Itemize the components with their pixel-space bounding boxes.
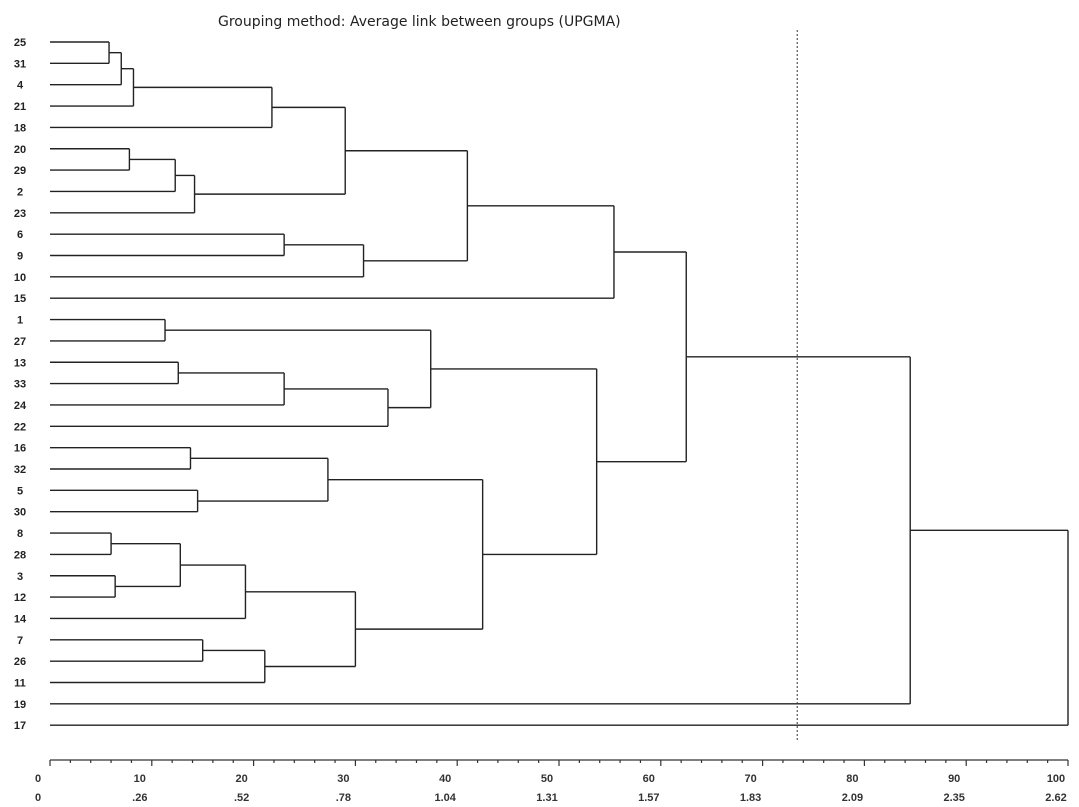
x-tick-label: 90: [948, 773, 960, 785]
x-distance-tick-label: 2.62: [1045, 792, 1066, 802]
x-tick-label: 30: [337, 773, 349, 785]
leaf-label: 29: [14, 165, 26, 177]
merge-n24: [50, 564, 247, 620]
leaf-label: 13: [14, 357, 26, 369]
leaf-label: 27: [14, 336, 26, 348]
leaf-label: 20: [14, 144, 26, 156]
leaf-label: 24: [14, 400, 27, 412]
leaf-label: 18: [14, 122, 26, 134]
dendrogram-branches: [50, 41, 1069, 726]
x-tick-label: 70: [744, 773, 756, 785]
chart-title: Grouping method: Average link between gr…: [218, 14, 621, 30]
x-distance-tick-label: 0: [35, 792, 41, 802]
leaf-label: 7: [17, 635, 23, 647]
leaf-label: 9: [17, 251, 23, 263]
x-tick-label: 0: [35, 773, 41, 785]
merge-n23: [111, 543, 182, 588]
x-distance-tick-label: .26: [132, 792, 147, 802]
merge-n28: [327, 478, 484, 630]
leaf-label: 11: [14, 678, 26, 690]
x-tick-label: 20: [235, 773, 247, 785]
merge-n20: [190, 457, 329, 502]
leaf-label: 10: [14, 272, 26, 284]
merge-n7: [50, 174, 196, 214]
leaf-label: 28: [14, 549, 26, 561]
x-axis: 0 10 20 30 40 50 60 70 80 90 100 0 .26 .52 .78 1.04 1.31…: [35, 759, 1069, 804]
leaf-label: 16: [14, 443, 26, 455]
merge-n31: [50, 356, 911, 705]
merge-n6: [50, 158, 176, 193]
merge-n16: [50, 388, 389, 427]
leaf-label: 30: [14, 507, 26, 519]
merge-n22: [50, 575, 116, 598]
leaf-label: 21: [14, 101, 26, 113]
x-tick-label: 10: [134, 773, 146, 785]
merge-n14: [50, 361, 179, 385]
x-tick-label: 40: [439, 773, 451, 785]
merge-n9: [50, 233, 285, 257]
leaf-label: 1: [17, 315, 23, 327]
leaf-label: 4: [17, 80, 24, 92]
leaf-label: 5: [17, 485, 23, 497]
x-distance-tick-label: 1.57: [638, 792, 659, 802]
merge-n2: [50, 51, 122, 86]
merge-n18: [50, 446, 192, 470]
merge-n5: [50, 148, 131, 171]
merge-n32: [50, 529, 1069, 726]
leaf-label: 23: [14, 208, 26, 220]
leaf-label: 17: [14, 720, 26, 732]
merge-n25: [50, 639, 204, 662]
merge-n8: [194, 106, 346, 195]
merge-n10: [50, 244, 365, 278]
x-distance-tick-label: .78: [336, 792, 351, 802]
leaf-label: 3: [17, 571, 23, 583]
merge-n29: [430, 368, 598, 556]
leaf-label: 12: [14, 592, 26, 604]
leaf-label: 6: [17, 229, 23, 241]
merge-n26: [50, 649, 266, 684]
merge-n17: [165, 329, 432, 409]
merge-n12: [50, 205, 615, 299]
x-distance-tick-label: 1.04: [434, 792, 456, 802]
x-distance-tick-label: 1.83: [740, 792, 761, 802]
leaf-label: 14: [14, 613, 27, 625]
leaf-label: 31: [14, 58, 26, 70]
leaf-label: 8: [17, 528, 23, 540]
merge-n13: [50, 318, 166, 342]
merge-n15: [50, 372, 285, 406]
merge-n21: [50, 532, 112, 556]
leaf-label: 32: [14, 464, 26, 476]
leaf-label: 25: [14, 37, 26, 49]
x-distance-tick-label: 2.35: [943, 792, 964, 802]
x-distance-tick-label: 2.09: [842, 792, 863, 802]
leaf-label: 33: [14, 379, 26, 391]
leaf-labels: 2531421182029223691015127133324221632530…: [14, 37, 27, 732]
merge-n4: [50, 86, 273, 129]
merge-n1: [50, 41, 110, 65]
x-tick-label: 60: [643, 773, 655, 785]
x-tick-label: 100: [1047, 773, 1065, 785]
x-distance-tick-label: 1.31: [536, 792, 557, 802]
leaf-label: 15: [14, 293, 26, 305]
leaf-label: 22: [14, 421, 26, 433]
leaf-label: 2: [17, 186, 23, 198]
x-tick-label: 50: [541, 773, 553, 785]
x-tick-label: 80: [846, 773, 858, 785]
merge-n27: [245, 591, 357, 668]
x-distance-tick-label: .52: [234, 792, 249, 802]
leaf-label: 26: [14, 656, 26, 668]
merge-n30: [596, 251, 687, 463]
merge-n19: [50, 489, 199, 513]
leaf-label: 19: [14, 699, 26, 711]
